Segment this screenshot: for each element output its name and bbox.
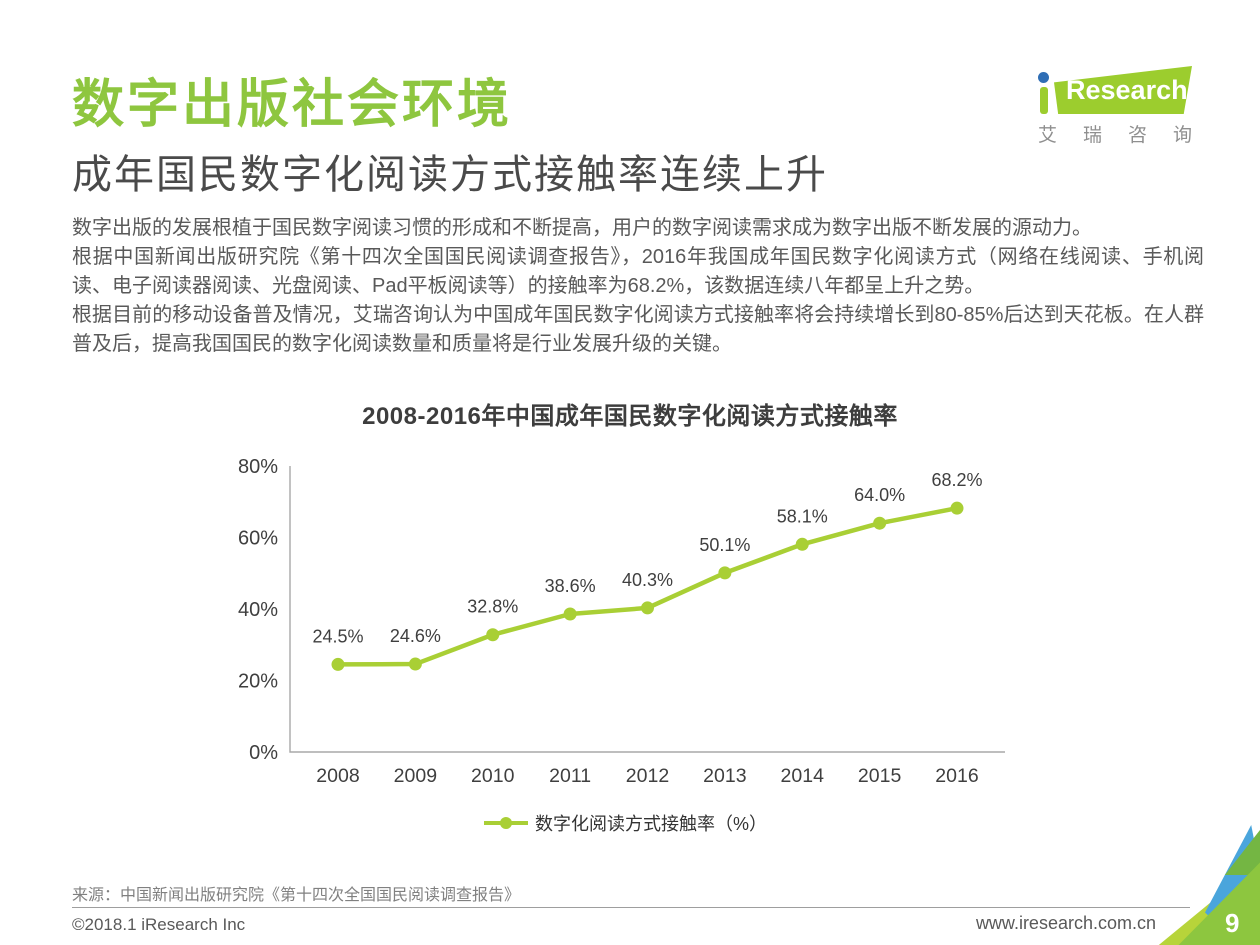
- svg-text:20%: 20%: [238, 671, 278, 693]
- chart-legend: 数字化阅读方式接触率（%）: [230, 810, 1020, 836]
- chart-title: 2008-2016年中国成年国民数字化阅读方式接触率: [362, 403, 898, 430]
- website-link[interactable]: www.iresearch.com.cn: [975, 913, 1156, 933]
- page-subtitle: 成年国民数字化阅读方式接触率连续上升: [72, 153, 828, 197]
- iresearch-logo: Research 艾 瑞 咨 询: [1032, 66, 1202, 146]
- body-paragraph: 数字出版的发展根植于国民数字阅读习惯的形成和不断提高，用户的数字阅读需求成为数字…: [72, 217, 1092, 239]
- copyright-text: ©2018.1 iResearch Inc: [72, 915, 246, 934]
- svg-text:40%: 40%: [238, 599, 278, 621]
- corner-decoration: 9: [1150, 820, 1260, 945]
- svg-text:2012: 2012: [626, 765, 669, 787]
- svg-text:2010: 2010: [471, 765, 515, 787]
- svg-text:0%: 0%: [249, 742, 278, 764]
- legend-line-marker-icon: [483, 817, 528, 829]
- legend-label: 数字化阅读方式接触率（%）: [534, 814, 767, 834]
- body-text: 数字出版的发展根植于国民数字阅读习惯的形成和不断提高，用户的数字阅读需求成为数字…: [72, 214, 1204, 359]
- svg-text:40.3%: 40.3%: [622, 570, 673, 590]
- svg-text:2015: 2015: [858, 765, 902, 787]
- source-note: 来源：中国新闻出版研究院《第十四次全国国民阅读调查报告》: [72, 887, 521, 904]
- svg-text:60%: 60%: [238, 528, 278, 550]
- svg-text:24.5%: 24.5%: [312, 626, 363, 646]
- svg-text:32.8%: 32.8%: [467, 597, 518, 617]
- svg-text:24.6%: 24.6%: [390, 626, 441, 646]
- logo-i-stem-icon: [1040, 87, 1048, 114]
- logo-flag-shape: Research: [1054, 66, 1192, 114]
- svg-text:2013: 2013: [703, 765, 746, 787]
- logo-brand-text: Research: [1066, 74, 1188, 105]
- svg-text:2011: 2011: [549, 765, 591, 787]
- svg-text:2014: 2014: [781, 765, 825, 787]
- svg-text:38.6%: 38.6%: [545, 576, 596, 596]
- footer-divider: [72, 907, 1190, 908]
- svg-text:58.1%: 58.1%: [777, 506, 828, 526]
- body-paragraph: 根据中国新闻出版研究院《第十四次全国国民阅读调查报告》，2016年我国成年国民数…: [72, 246, 1204, 297]
- logo-caption-char: 咨: [1127, 125, 1147, 146]
- svg-text:2008: 2008: [316, 765, 359, 787]
- line-chart: 0% 20% 40% 60% 80% 24.5% 24.6% 32.8% 38.6% 40.3% 5…: [230, 452, 1020, 836]
- svg-text:2009: 2009: [394, 765, 437, 787]
- logo-i-dot-icon: [1038, 72, 1049, 83]
- chart-plot-area: 0% 20% 40% 60% 80% 24.5% 24.6% 32.8% 38.6% 40.3% 5…: [230, 452, 1020, 797]
- logo-caption-char: 艾: [1038, 125, 1058, 146]
- logo-caption: 艾瑞咨询: [1038, 120, 1192, 147]
- page-title: 数字出版社会环境: [72, 76, 513, 134]
- svg-text:2016: 2016: [935, 765, 978, 787]
- logo-caption-char: 瑞: [1082, 125, 1102, 146]
- svg-text:50.1%: 50.1%: [699, 535, 750, 555]
- svg-text:80%: 80%: [238, 456, 278, 478]
- logo-caption-char: 询: [1172, 125, 1192, 146]
- svg-text:68.2%: 68.2%: [931, 470, 982, 490]
- svg-text:64.0%: 64.0%: [854, 485, 905, 505]
- body-paragraph: 根据目前的移动设备普及情况，艾瑞咨询认为中国成年国民数字化阅读方式接触率将会持续…: [72, 304, 1204, 355]
- page-number: 9: [1225, 908, 1240, 938]
- corner-main-green-triangle-icon: [1178, 862, 1260, 945]
